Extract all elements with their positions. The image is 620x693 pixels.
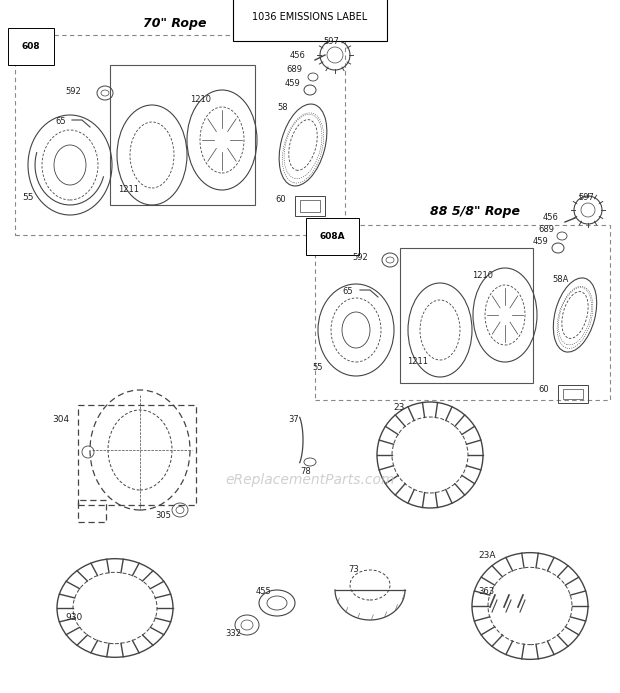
Text: 55: 55 [312, 362, 322, 371]
Text: 592: 592 [65, 87, 81, 96]
Text: 459: 459 [533, 238, 549, 247]
Text: 88 5/8" Rope: 88 5/8" Rope [430, 205, 520, 218]
Text: 689: 689 [538, 225, 554, 234]
Text: 1036 EMISSIONS LABEL: 1036 EMISSIONS LABEL [252, 12, 368, 22]
Bar [78, 405, 196, 505]
Bar [558, 385, 588, 403]
Text: 930: 930 [65, 613, 82, 622]
Text: 304: 304 [52, 416, 69, 425]
Text: 37: 37 [288, 416, 299, 425]
Bar [315, 225, 610, 400]
Text: 455: 455 [256, 586, 272, 595]
Text: 1210: 1210 [190, 96, 211, 105]
Text: 1210: 1210 [472, 270, 493, 279]
Text: 608A: 608A [320, 232, 345, 241]
Text: 60: 60 [538, 385, 549, 394]
Text: 689: 689 [286, 66, 302, 75]
Text: 592: 592 [352, 254, 368, 263]
Text: 1211: 1211 [118, 186, 139, 195]
Text: 597: 597 [323, 37, 339, 46]
Text: 65: 65 [55, 118, 66, 127]
Bar [300, 200, 320, 212]
Text: 1211: 1211 [407, 358, 428, 367]
Text: 55: 55 [22, 193, 33, 202]
Text: 58: 58 [277, 103, 288, 112]
Text: 305: 305 [155, 511, 171, 520]
Text: eReplacementParts.com: eReplacementParts.com [225, 473, 395, 487]
Bar [15, 35, 345, 235]
Text: 58A: 58A [552, 276, 569, 285]
Bar [78, 500, 106, 522]
Text: 332: 332 [225, 629, 241, 638]
Text: 73: 73 [348, 565, 359, 574]
Text: 363: 363 [478, 588, 494, 597]
Bar [400, 248, 533, 383]
Bar [110, 65, 255, 205]
Text: 65: 65 [342, 288, 353, 297]
Text: 70" Rope: 70" Rope [143, 17, 206, 30]
Text: 597: 597 [578, 193, 594, 202]
Text: 60: 60 [275, 195, 286, 204]
Text: 23A: 23A [478, 550, 495, 559]
Bar [295, 196, 325, 216]
Text: 608: 608 [22, 42, 41, 51]
Text: 456: 456 [290, 51, 306, 60]
Bar [563, 389, 583, 399]
Text: 459: 459 [285, 78, 301, 87]
Text: 456: 456 [543, 213, 559, 222]
Text: 23: 23 [393, 403, 404, 412]
Text: 78: 78 [300, 468, 311, 477]
